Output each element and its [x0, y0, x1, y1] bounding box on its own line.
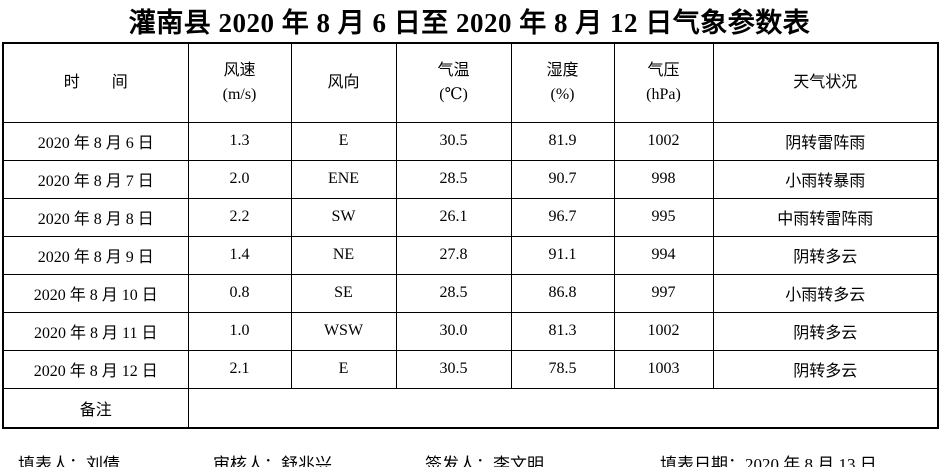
- col-header-time: 时 间: [2, 42, 189, 123]
- cell-date: 2020 年 8 月 12 日: [2, 349, 189, 389]
- cell-weather: 阴转雷阵雨: [712, 121, 939, 161]
- document-page: 灌南县 2020 年 8 月 6 日至 2020 年 8 月 12 日气象参数表…: [0, 7, 939, 467]
- remark-value: [187, 387, 939, 429]
- cell-temperature: 30.5: [395, 349, 512, 389]
- col-header-time-label: 时 间: [63, 73, 128, 91]
- cell-date: 2020 年 8 月 6 日: [2, 121, 189, 161]
- col-header-temperature-label: 气温: [437, 61, 470, 79]
- remark-label: 备注: [2, 387, 189, 429]
- cell-wind-direction: WSW: [290, 311, 397, 351]
- table-row: 2020 年 8 月 12 日 2.1 E 30.5 78.5 1003 阴转多…: [2, 349, 939, 389]
- cell-date: 2020 年 8 月 10 日: [2, 273, 189, 313]
- cell-wind-speed: 2.0: [187, 159, 292, 199]
- col-header-pressure: 气压 (hPa): [613, 42, 714, 123]
- page-title: 灌南县 2020 年 8 月 6 日至 2020 年 8 月 12 日气象参数表: [128, 8, 811, 38]
- col-header-humidity-label: 湿度: [546, 61, 579, 79]
- col-header-wind-speed: 风速 (m/s): [187, 42, 292, 123]
- cell-pressure: 1003: [613, 349, 714, 389]
- weather-table: 时 间 风速 (m/s) 风向 气温 (℃) 湿度 (%): [2, 42, 939, 429]
- cell-wind-direction: SW: [290, 197, 397, 237]
- remark-row: 备注: [2, 387, 939, 429]
- col-header-wind-speed-label: 风速: [223, 61, 256, 79]
- preparer-label: 填表人：刘倩: [18, 455, 120, 467]
- col-header-temperature-unit: (℃): [439, 85, 468, 103]
- col-header-temperature: 气温 (℃): [395, 42, 512, 123]
- cell-wind-direction: SE: [290, 273, 397, 313]
- cell-date: 2020 年 8 月 11 日: [2, 311, 189, 351]
- cell-wind-direction: ENE: [290, 159, 397, 199]
- cell-wind-direction: E: [290, 121, 397, 161]
- col-header-wind-speed-unit: (m/s): [222, 85, 257, 103]
- cell-date: 2020 年 8 月 9 日: [2, 235, 189, 275]
- cell-temperature: 30.5: [395, 121, 512, 161]
- cell-pressure: 995: [613, 197, 714, 237]
- cell-weather: 阴转多云: [712, 311, 939, 351]
- cell-humidity: 90.7: [510, 159, 615, 199]
- cell-humidity: 81.9: [510, 121, 615, 161]
- col-header-pressure-label: 气压: [647, 61, 680, 79]
- cell-pressure: 1002: [613, 311, 714, 351]
- cell-humidity: 78.5: [510, 349, 615, 389]
- cell-wind-speed: 1.4: [187, 235, 292, 275]
- table-row: 2020 年 8 月 6 日 1.3 E 30.5 81.9 1002 阴转雷阵…: [2, 121, 939, 161]
- cell-wind-speed: 2.1: [187, 349, 292, 389]
- cell-humidity: 91.1: [510, 235, 615, 275]
- cell-wind-speed: 0.8: [187, 273, 292, 313]
- cell-weather: 小雨转暴雨: [712, 159, 939, 199]
- cell-pressure: 998: [613, 159, 714, 199]
- cell-weather: 中雨转雷阵雨: [712, 197, 939, 237]
- table-row: 2020 年 8 月 9 日 1.4 NE 27.8 91.1 994 阴转多云: [2, 235, 939, 275]
- cell-wind-direction: E: [290, 349, 397, 389]
- col-header-pressure-unit: (hPa): [646, 85, 681, 103]
- cell-temperature: 26.1: [395, 197, 512, 237]
- cell-wind-speed: 1.0: [187, 311, 292, 351]
- cell-weather: 小雨转多云: [712, 273, 939, 313]
- fill-date-label: 填表日期：2020 年 8 月 13 日: [660, 455, 877, 467]
- cell-temperature: 30.0: [395, 311, 512, 351]
- col-header-humidity-unit: (%): [550, 85, 575, 103]
- table-row: 2020 年 8 月 7 日 2.0 ENE 28.5 90.7 998 小雨转…: [2, 159, 939, 199]
- cell-date: 2020 年 8 月 7 日: [2, 159, 189, 199]
- cell-pressure: 997: [613, 273, 714, 313]
- signature-footer: 填表人：刘倩 审核人：舒兆兴 签发人：李文明 填表日期：2020 年 8 月 1…: [0, 448, 939, 467]
- col-header-humidity: 湿度 (%): [510, 42, 615, 123]
- col-header-wind-direction-label: 风向: [327, 73, 360, 91]
- cell-wind-speed: 2.2: [187, 197, 292, 237]
- cell-weather: 阴转多云: [712, 235, 939, 275]
- cell-date: 2020 年 8 月 8 日: [2, 197, 189, 237]
- table-row: 2020 年 8 月 10 日 0.8 SE 28.5 86.8 997 小雨转…: [2, 273, 939, 313]
- cell-wind-direction: NE: [290, 235, 397, 275]
- issuer-label: 签发人：李文明: [425, 455, 544, 467]
- header-row: 时 间 风速 (m/s) 风向 气温 (℃) 湿度 (%): [2, 42, 939, 123]
- cell-humidity: 81.3: [510, 311, 615, 351]
- cell-temperature: 27.8: [395, 235, 512, 275]
- table-row: 2020 年 8 月 8 日 2.2 SW 26.1 96.7 995 中雨转雷…: [2, 197, 939, 237]
- reviewer-label: 审核人：舒兆兴: [213, 455, 332, 467]
- cell-temperature: 28.5: [395, 159, 512, 199]
- cell-weather: 阴转多云: [712, 349, 939, 389]
- col-header-weather-label: 天气状况: [793, 73, 858, 91]
- cell-temperature: 28.5: [395, 273, 512, 313]
- col-header-wind-direction: 风向: [290, 42, 397, 123]
- cell-pressure: 994: [613, 235, 714, 275]
- table-row: 2020 年 8 月 11 日 1.0 WSW 30.0 81.3 1002 阴…: [2, 311, 939, 351]
- cell-humidity: 86.8: [510, 273, 615, 313]
- cell-pressure: 1002: [613, 121, 714, 161]
- cell-wind-speed: 1.3: [187, 121, 292, 161]
- cell-humidity: 96.7: [510, 197, 615, 237]
- col-header-weather: 天气状况: [712, 42, 939, 123]
